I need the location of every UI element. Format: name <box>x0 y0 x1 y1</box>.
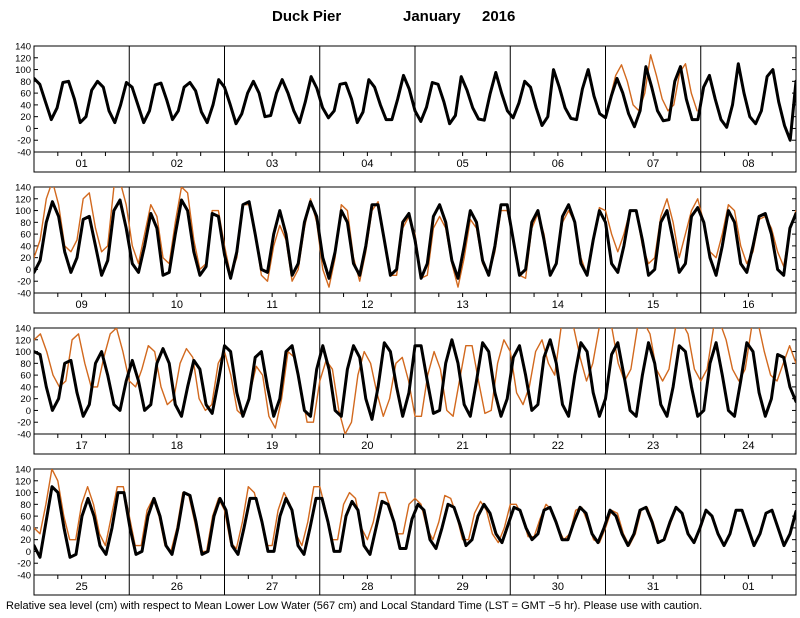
y-tick-label: 80 <box>20 359 31 370</box>
y-tick-label: 20 <box>20 535 31 546</box>
day-label: 06 <box>552 158 564 170</box>
day-label: 03 <box>266 158 278 170</box>
y-tick-label: 80 <box>20 77 31 88</box>
day-label: 20 <box>361 440 373 452</box>
y-tick-label: 140 <box>15 42 31 53</box>
y-tick-label: 40 <box>20 100 31 111</box>
day-label: 22 <box>552 440 564 452</box>
day-label: 09 <box>76 299 88 311</box>
day-label: 16 <box>742 299 754 311</box>
predicted-tide-line <box>34 198 796 280</box>
predicted-tide-line <box>34 62 796 142</box>
y-tick-label: 20 <box>20 253 31 264</box>
predicted-tide-line <box>34 338 796 421</box>
day-label: 10 <box>171 299 183 311</box>
day-label: 11 <box>266 299 277 311</box>
y-tick-label: -40 <box>17 289 31 300</box>
day-label: 28 <box>361 581 373 593</box>
y-tick-label: -20 <box>17 136 31 147</box>
day-label: 01 <box>76 158 88 170</box>
day-label: 27 <box>266 581 278 593</box>
predicted-tide-line <box>34 485 796 559</box>
y-tick-label: 60 <box>20 230 31 241</box>
y-tick-label: 120 <box>15 53 31 64</box>
day-label: 21 <box>457 440 469 452</box>
day-label: 29 <box>457 581 469 593</box>
y-tick-label: -40 <box>17 571 31 582</box>
day-label: 12 <box>361 299 373 311</box>
y-tick-label: -40 <box>17 430 31 441</box>
footer-note: Relative sea level (cm) with respect to … <box>6 600 703 612</box>
y-tick-label: 80 <box>20 500 31 511</box>
y-tick-label: -20 <box>17 559 31 570</box>
day-label: 25 <box>76 581 88 593</box>
day-label: 05 <box>457 158 469 170</box>
y-tick-label: 60 <box>20 371 31 382</box>
y-tick-label: 0 <box>26 124 31 135</box>
y-tick-label: 120 <box>15 476 31 487</box>
day-label: 17 <box>76 440 88 452</box>
station-name: Duck Pier <box>272 8 342 25</box>
y-tick-label: 120 <box>15 335 31 346</box>
observed-water-level-line <box>609 54 698 112</box>
y-tick-label: 100 <box>15 206 31 217</box>
title-year: 2016 <box>482 8 516 25</box>
y-tick-label: -40 <box>17 148 31 159</box>
day-label: 07 <box>647 158 659 170</box>
y-tick-label: 140 <box>15 465 31 476</box>
day-label: 14 <box>552 299 564 311</box>
y-tick-label: -20 <box>17 277 31 288</box>
day-label: 26 <box>171 581 183 593</box>
observed-water-level-line <box>34 328 796 434</box>
y-tick-label: 0 <box>26 406 31 417</box>
y-tick-label: 20 <box>20 394 31 405</box>
day-label: 04 <box>361 158 373 170</box>
day-label: 15 <box>647 299 659 311</box>
y-tick-label: 0 <box>26 547 31 558</box>
y-tick-label: 40 <box>20 523 31 534</box>
y-tick-label: -20 <box>17 418 31 429</box>
y-tick-label: 40 <box>20 241 31 252</box>
day-label: 18 <box>171 440 183 452</box>
day-label: 30 <box>552 581 564 593</box>
chart-title: Duck Pier January 2016 <box>0 4 800 28</box>
y-tick-label: 140 <box>15 324 31 335</box>
day-label: 23 <box>647 440 659 452</box>
y-tick-label: 80 <box>20 218 31 229</box>
day-label: 19 <box>266 440 278 452</box>
day-label: 31 <box>647 581 659 593</box>
y-tick-label: 100 <box>15 347 31 358</box>
y-tick-label: 0 <box>26 265 31 276</box>
day-label: 24 <box>742 440 754 452</box>
y-tick-label: 40 <box>20 382 31 393</box>
y-tick-label: 20 <box>20 112 31 123</box>
day-label: 08 <box>742 158 754 170</box>
y-tick-label: 140 <box>15 183 31 194</box>
y-tick-label: 60 <box>20 512 31 523</box>
day-label: 02 <box>171 158 183 170</box>
day-label: 13 <box>457 299 469 311</box>
y-tick-label: 100 <box>15 65 31 76</box>
title-month: January <box>403 8 461 25</box>
y-tick-label: 60 <box>20 89 31 100</box>
day-label: 01 <box>742 581 754 593</box>
y-tick-label: 100 <box>15 488 31 499</box>
y-tick-label: 120 <box>15 194 31 205</box>
